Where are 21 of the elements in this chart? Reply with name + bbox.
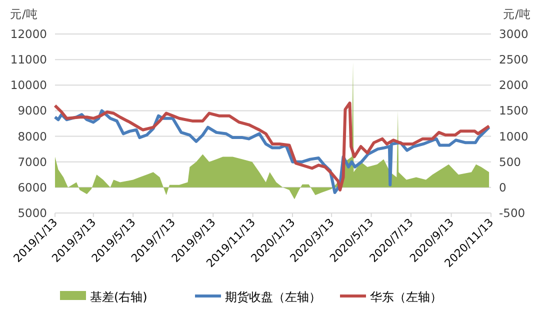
y-tick-label: 6000 — [18, 180, 47, 194]
y-tick-label: 10000 — [10, 78, 47, 92]
y-tick-label: 5000 — [18, 206, 47, 220]
y2-tick-label: 500 — [499, 154, 521, 169]
legend-label: 基差(右轴) — [90, 290, 148, 304]
y-tick-label: 7000 — [18, 154, 47, 169]
y2-tick-label: 1000 — [499, 129, 528, 144]
y2-tick-label: 1500 — [499, 104, 528, 118]
y2-tick-label: 2500 — [499, 52, 528, 67]
y-tick-label: 12000 — [10, 27, 47, 41]
y-tick-label: 8000 — [18, 129, 47, 144]
y2-tick-label: 2000 — [499, 78, 528, 92]
y-tick-label: 11000 — [10, 52, 47, 67]
y-axis-title: 元/吨 — [10, 7, 38, 21]
legend-label: 华东（左轴） — [370, 290, 442, 304]
y2-axis-title: 元/吨 — [503, 7, 531, 21]
y2-tick-label: -500 — [499, 206, 526, 220]
y2-tick-label: 3000 — [499, 27, 528, 41]
y-tick-label: 9000 — [18, 104, 47, 118]
y2-tick-label: 0 — [499, 180, 506, 194]
legend-label: 期货收盘（左轴） — [225, 290, 321, 304]
